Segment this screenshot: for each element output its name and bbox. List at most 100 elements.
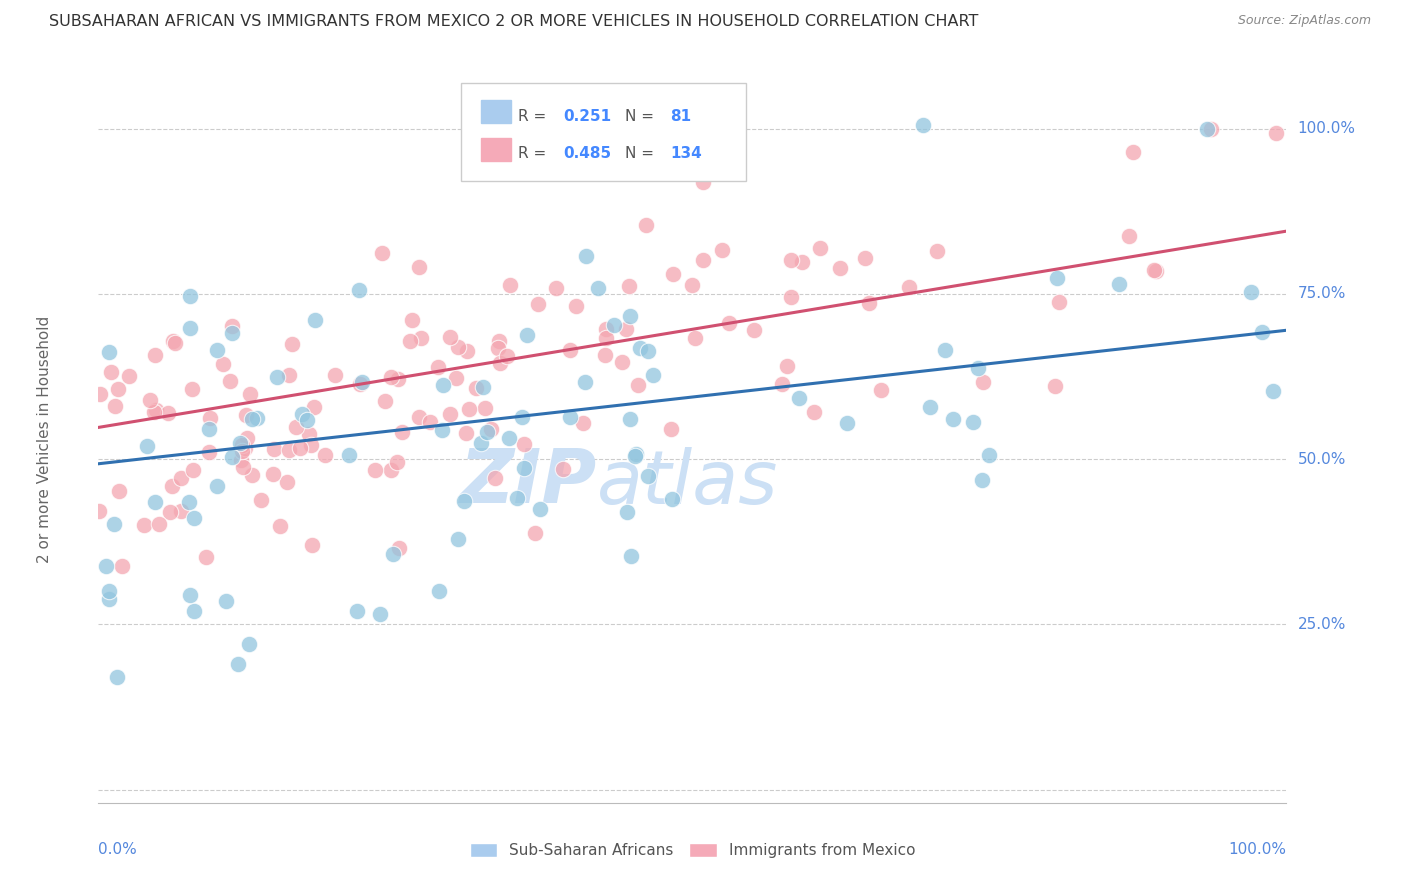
Point: [249, 493, 271, 508]
Point: [371, 245, 394, 260]
Point: [439, 329, 461, 343]
Point: [661, 421, 683, 435]
Point: [506, 491, 529, 506]
Point: [488, 356, 510, 370]
Point: [472, 380, 495, 394]
Point: [298, 427, 321, 442]
Point: [479, 422, 502, 436]
Point: [94, 558, 117, 573]
Text: N =: N =: [624, 109, 658, 123]
Point: [624, 450, 647, 464]
Point: [301, 538, 323, 552]
Point: [1197, 121, 1219, 136]
Point: [380, 370, 402, 384]
Point: [240, 467, 263, 482]
Point: [1199, 121, 1222, 136]
Point: [159, 505, 181, 519]
Point: [683, 331, 706, 345]
Point: [276, 475, 298, 490]
Point: [170, 470, 193, 484]
Point: [143, 495, 166, 509]
Point: [232, 459, 254, 474]
Point: [284, 420, 307, 434]
Point: [572, 416, 595, 430]
Point: [219, 374, 242, 388]
Point: [239, 386, 262, 401]
Point: [368, 607, 391, 622]
Point: [516, 328, 538, 343]
Point: [565, 299, 588, 313]
Point: [337, 448, 360, 462]
Point: [163, 335, 186, 350]
Text: 75.0%: 75.0%: [1298, 286, 1346, 301]
Point: [1122, 145, 1144, 160]
Point: [488, 334, 510, 349]
Point: [637, 343, 659, 358]
Point: [183, 604, 205, 618]
Point: [235, 408, 257, 422]
FancyBboxPatch shape: [481, 137, 510, 161]
Point: [236, 431, 259, 445]
Point: [347, 283, 370, 297]
Point: [179, 588, 201, 602]
Point: [770, 376, 793, 391]
Point: [238, 637, 260, 651]
Point: [157, 406, 180, 420]
Point: [89, 387, 111, 401]
Text: ZIP: ZIP: [460, 446, 598, 519]
Point: [118, 369, 141, 384]
Point: [229, 452, 252, 467]
Point: [619, 309, 641, 323]
Point: [612, 355, 634, 369]
Point: [198, 422, 221, 436]
Point: [1264, 126, 1286, 140]
Point: [586, 281, 609, 295]
Point: [179, 321, 201, 335]
Point: [681, 278, 703, 293]
Point: [558, 343, 581, 357]
Point: [624, 447, 647, 461]
Point: [132, 518, 155, 533]
Point: [560, 409, 582, 424]
Point: [323, 368, 346, 382]
Point: [474, 401, 496, 415]
Text: Source: ZipAtlas.com: Source: ZipAtlas.com: [1237, 14, 1371, 28]
Point: [962, 415, 984, 429]
Point: [1045, 379, 1067, 393]
Point: [595, 331, 617, 345]
Point: [614, 322, 637, 336]
Point: [314, 449, 336, 463]
Point: [513, 461, 536, 475]
Point: [486, 341, 509, 355]
Point: [215, 594, 238, 608]
Point: [105, 670, 128, 684]
Point: [107, 382, 129, 396]
Point: [475, 425, 498, 439]
Point: [281, 337, 304, 351]
Point: [925, 244, 948, 258]
Point: [499, 277, 522, 292]
Point: [221, 326, 243, 340]
Point: [643, 368, 665, 383]
Text: R =: R =: [517, 109, 551, 123]
Point: [529, 501, 551, 516]
Point: [419, 415, 441, 429]
Text: atlas: atlas: [598, 447, 779, 519]
Point: [512, 410, 534, 425]
Point: [291, 407, 314, 421]
Point: [387, 372, 409, 386]
Point: [575, 249, 598, 263]
Point: [934, 343, 956, 357]
Point: [391, 425, 413, 439]
Point: [662, 267, 685, 281]
Point: [870, 383, 893, 397]
Point: [898, 280, 921, 294]
Point: [446, 340, 468, 354]
Point: [779, 290, 801, 304]
Text: N =: N =: [624, 146, 658, 161]
Point: [408, 260, 430, 274]
Point: [228, 657, 250, 671]
Point: [111, 559, 134, 574]
Point: [409, 331, 432, 345]
Point: [221, 450, 243, 465]
